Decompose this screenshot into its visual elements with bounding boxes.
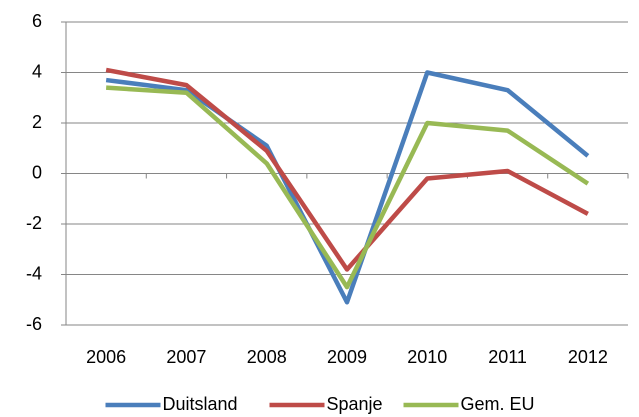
y-tick-label: 6 <box>32 11 42 31</box>
x-tick-label: 2007 <box>166 347 206 367</box>
line-series <box>106 85 590 290</box>
x-tick-label: 2011 <box>488 347 527 367</box>
line-series <box>105 67 589 272</box>
y-tick-label: -6 <box>26 314 42 334</box>
x-tick-label: 2006 <box>86 347 126 367</box>
x-tick-label: 2009 <box>327 347 367 367</box>
legend-label: Duitsland <box>163 394 238 414</box>
y-tick-label: -2 <box>26 213 42 233</box>
legend-label: Spanje <box>327 394 383 414</box>
y-tick-label: 2 <box>32 112 42 132</box>
x-tick-label: 2008 <box>247 347 287 367</box>
y-tick-label: -4 <box>26 263 42 283</box>
legend-label: Gem. EU <box>461 394 535 414</box>
line-series <box>105 70 590 305</box>
y-tick-label: 4 <box>32 61 42 81</box>
x-tick-label: 2010 <box>407 347 447 367</box>
x-tick-label: 2012 <box>568 347 608 367</box>
y-tick-label: 0 <box>32 162 42 182</box>
